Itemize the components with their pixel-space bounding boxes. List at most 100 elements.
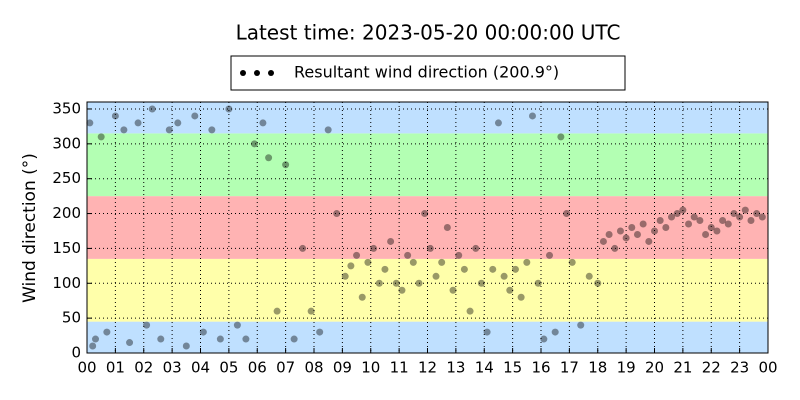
data-point bbox=[143, 321, 151, 329]
data-point bbox=[563, 210, 571, 218]
data-point bbox=[259, 119, 267, 127]
x-tick-label: 21 bbox=[673, 359, 692, 377]
data-point bbox=[250, 140, 258, 148]
data-point bbox=[523, 258, 531, 266]
data-point bbox=[668, 213, 676, 221]
data-point bbox=[415, 279, 423, 287]
data-point bbox=[358, 293, 366, 301]
data-point bbox=[466, 307, 474, 315]
x-tick-label: 01 bbox=[106, 359, 125, 377]
data-point bbox=[89, 342, 97, 350]
y-tick-label: 100 bbox=[52, 274, 81, 292]
data-point bbox=[622, 234, 630, 242]
x-tick-label: 19 bbox=[617, 359, 636, 377]
x-tick-label: 22 bbox=[702, 359, 721, 377]
y-axis-label: Wind direction (°) bbox=[20, 153, 40, 303]
data-point bbox=[528, 112, 536, 120]
data-point bbox=[511, 265, 519, 273]
data-point bbox=[120, 126, 128, 134]
data-point bbox=[628, 224, 636, 231]
data-point bbox=[651, 227, 658, 235]
data-point bbox=[438, 258, 446, 266]
data-point bbox=[324, 126, 332, 134]
data-point bbox=[273, 307, 281, 315]
data-point bbox=[747, 217, 755, 225]
data-point bbox=[111, 112, 119, 120]
x-tick-label: 07 bbox=[276, 359, 295, 377]
data-point bbox=[307, 307, 315, 315]
x-tick-label: 23 bbox=[730, 359, 749, 377]
plot-frame bbox=[86, 101, 769, 354]
data-point bbox=[432, 272, 440, 280]
x-tick-label: 08 bbox=[304, 359, 323, 377]
x-tick-label: 06 bbox=[248, 359, 267, 377]
data-point bbox=[421, 210, 429, 218]
x-tick-label: 11 bbox=[390, 359, 409, 377]
data-point bbox=[679, 206, 687, 214]
data-point bbox=[126, 339, 134, 347]
x-tick-label: 16 bbox=[531, 359, 550, 377]
data-point bbox=[577, 321, 585, 329]
x-tick-label: 05 bbox=[219, 359, 238, 377]
data-point bbox=[282, 161, 290, 169]
data-point bbox=[97, 133, 105, 141]
x-tick-label: 04 bbox=[191, 359, 210, 377]
data-point bbox=[387, 237, 395, 245]
legend-label: Resultant wind direction (200.9°) bbox=[294, 63, 559, 82]
data-point bbox=[103, 328, 111, 336]
data-point bbox=[477, 279, 485, 287]
data-point bbox=[398, 286, 406, 294]
data-point bbox=[506, 286, 514, 294]
data-point bbox=[730, 210, 738, 218]
data-point bbox=[404, 251, 412, 259]
data-point bbox=[134, 119, 142, 127]
data-point bbox=[568, 258, 576, 266]
direction-band bbox=[87, 102, 768, 134]
y-tick-label: 0 bbox=[71, 344, 81, 362]
data-point bbox=[696, 217, 704, 225]
y-tick-label: 150 bbox=[52, 239, 81, 257]
data-point bbox=[290, 335, 298, 343]
data-point bbox=[443, 224, 451, 231]
data-point bbox=[639, 220, 647, 228]
legend-marker bbox=[254, 70, 260, 76]
data-point bbox=[392, 279, 400, 287]
data-point bbox=[225, 105, 233, 113]
data-point bbox=[199, 328, 207, 336]
data-point bbox=[265, 154, 273, 162]
data-point bbox=[534, 279, 542, 287]
data-point bbox=[449, 286, 457, 294]
x-tick-label: 15 bbox=[503, 359, 522, 377]
data-point bbox=[645, 237, 653, 245]
data-point bbox=[92, 335, 100, 343]
data-point bbox=[702, 230, 710, 238]
x-tick-label: 02 bbox=[134, 359, 153, 377]
x-tick-label: 17 bbox=[560, 359, 579, 377]
data-point bbox=[713, 227, 721, 235]
data-point bbox=[753, 210, 761, 218]
data-point bbox=[662, 224, 670, 231]
y-tick-label: 50 bbox=[62, 309, 81, 327]
data-point bbox=[333, 210, 341, 218]
data-point bbox=[460, 265, 468, 273]
data-point bbox=[707, 224, 715, 231]
data-point bbox=[585, 272, 593, 280]
data-point bbox=[741, 206, 749, 214]
data-point bbox=[375, 279, 383, 287]
data-point bbox=[472, 244, 480, 252]
data-point bbox=[148, 105, 156, 113]
data-point bbox=[174, 119, 182, 127]
x-tick-label: 00 bbox=[77, 359, 96, 377]
legend-marker bbox=[240, 70, 246, 76]
x-tick-label: 12 bbox=[418, 359, 437, 377]
x-tick-label: 20 bbox=[645, 359, 664, 377]
x-tick-label: 03 bbox=[163, 359, 182, 377]
data-point bbox=[594, 279, 602, 287]
data-point bbox=[364, 258, 372, 266]
legend-box bbox=[230, 55, 626, 91]
chart-title: Latest time: 2023-05-20 00:00:00 UTC bbox=[236, 21, 621, 45]
data-point bbox=[517, 293, 525, 301]
data-point bbox=[242, 335, 250, 343]
x-tick-label: 09 bbox=[333, 359, 352, 377]
